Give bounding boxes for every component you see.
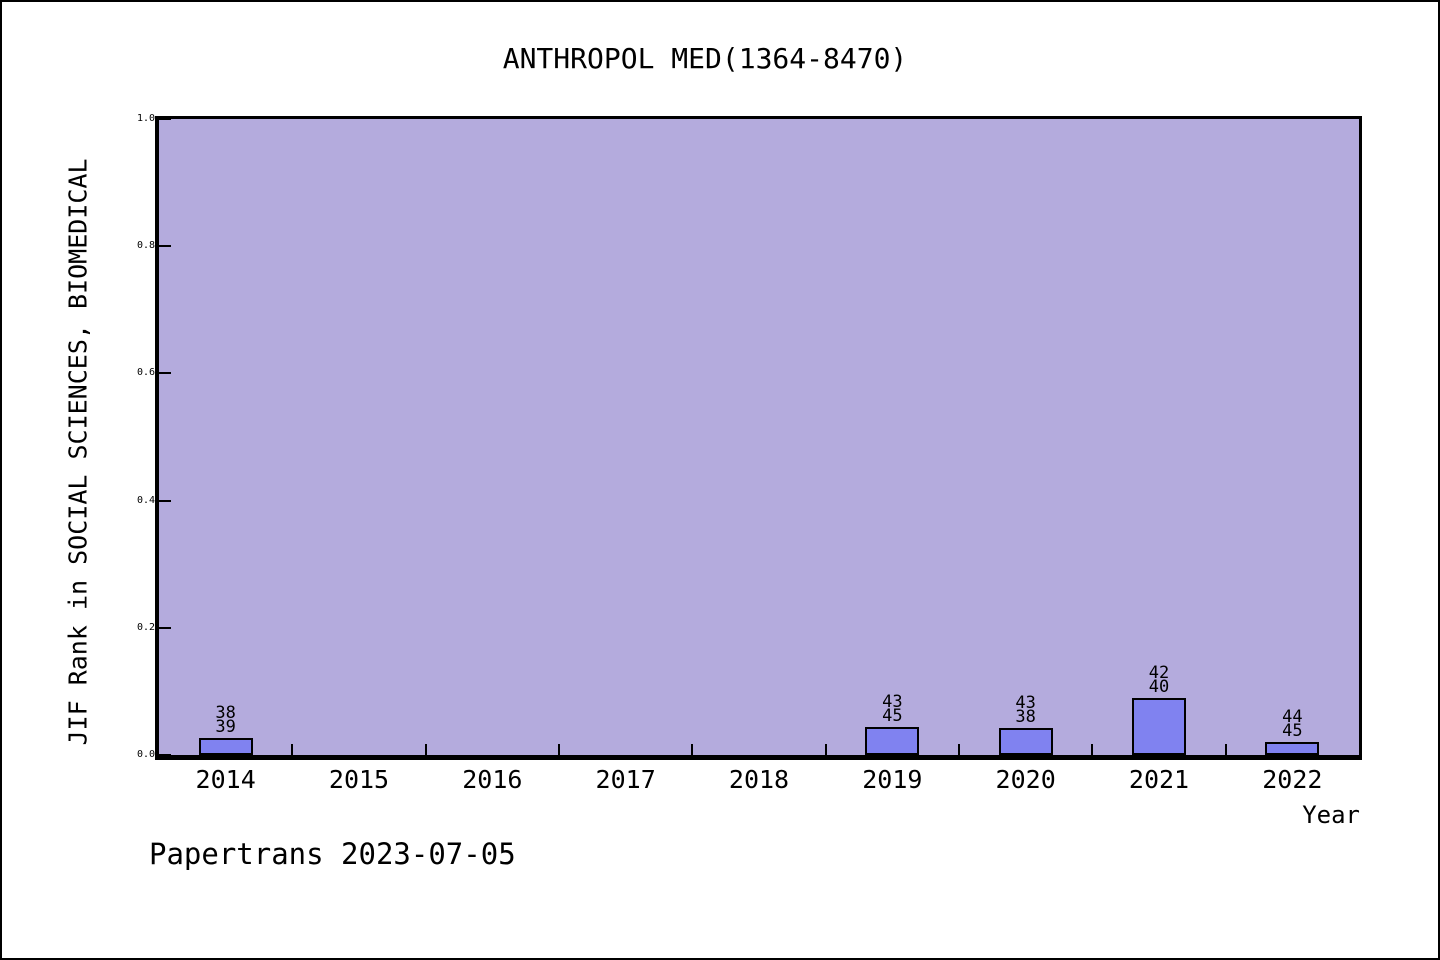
bar-annotation-2020: 43 38 (1015, 693, 1036, 727)
y-tick-label: 0.2 (136, 621, 155, 633)
bar-annotation-line: 40 (1148, 677, 1170, 697)
bar-annotation-line: 45 (1282, 721, 1303, 741)
x-tick (824, 744, 827, 755)
bar-annotation-line: 44 (1282, 707, 1303, 727)
x-axis-label: Year (1302, 801, 1360, 829)
plot-area: 0.0 0.2 0.4 0.6 0.8 1.0 2014 38 39 2015 2016 2017 20… (137, 113, 1362, 794)
y-tick-label: 0.8 (136, 240, 155, 252)
x-tick-label: 2022 (1262, 765, 1323, 794)
y-tick (159, 118, 171, 120)
y-tick-label: 0.0 (136, 749, 155, 760)
x-tick-label: 2015 (328, 765, 390, 794)
bar-annotation-line: 43 (1015, 693, 1036, 713)
y-tick (159, 372, 171, 375)
x-tick (291, 744, 294, 755)
bar-2022 (1265, 742, 1320, 755)
x-tick-label: 2017 (595, 765, 656, 794)
x-tick-label: 2016 (462, 765, 523, 794)
bar-annotation-line: 45 (882, 706, 903, 726)
bar-annotation-2022: 44 45 (1282, 707, 1303, 741)
x-tick-label: 2021 (1128, 765, 1190, 794)
bar-annotation-line: 38 (1015, 707, 1036, 727)
bar-annotation-line: 43 (882, 692, 903, 712)
x-tick (958, 744, 960, 755)
x-tick-label: 2020 (995, 765, 1056, 794)
bar-annotation-2019: 43 45 (882, 692, 903, 726)
x-tick-label: 2014 (195, 765, 256, 794)
y-tick (159, 626, 171, 629)
bar-annotation-line: 38 (215, 703, 236, 723)
bar-2014 (198, 738, 253, 755)
x-tick (558, 744, 560, 755)
chart-title: ANTHROPOL MED(1364-8470) (502, 42, 908, 75)
y-tick (159, 245, 171, 248)
y-tick (159, 754, 171, 756)
x-tick (424, 744, 427, 755)
x-tick (1224, 744, 1227, 755)
y-tick-label: 0.6 (136, 367, 155, 379)
bar-annotation-line: 42 (1148, 663, 1170, 683)
y-tick-label: 1.0 (136, 113, 155, 124)
bar-2019 (865, 727, 920, 755)
x-tick (691, 744, 694, 755)
y-tick-label: 0.4 (136, 494, 155, 506)
x-tick (1091, 744, 1094, 755)
bar-2021 (1132, 698, 1186, 755)
y-tick (159, 499, 171, 502)
x-tick-label: 2019 (862, 765, 923, 794)
bar-annotation-2021: 42 40 (1148, 663, 1170, 697)
x-tick-label: 2018 (728, 765, 790, 794)
bar-annotation-line: 39 (215, 717, 236, 737)
bar-2020 (998, 728, 1053, 755)
bar-annotation-2014: 38 39 (215, 703, 236, 737)
watermark-text: Papertrans 2023-07-05 (149, 837, 516, 871)
